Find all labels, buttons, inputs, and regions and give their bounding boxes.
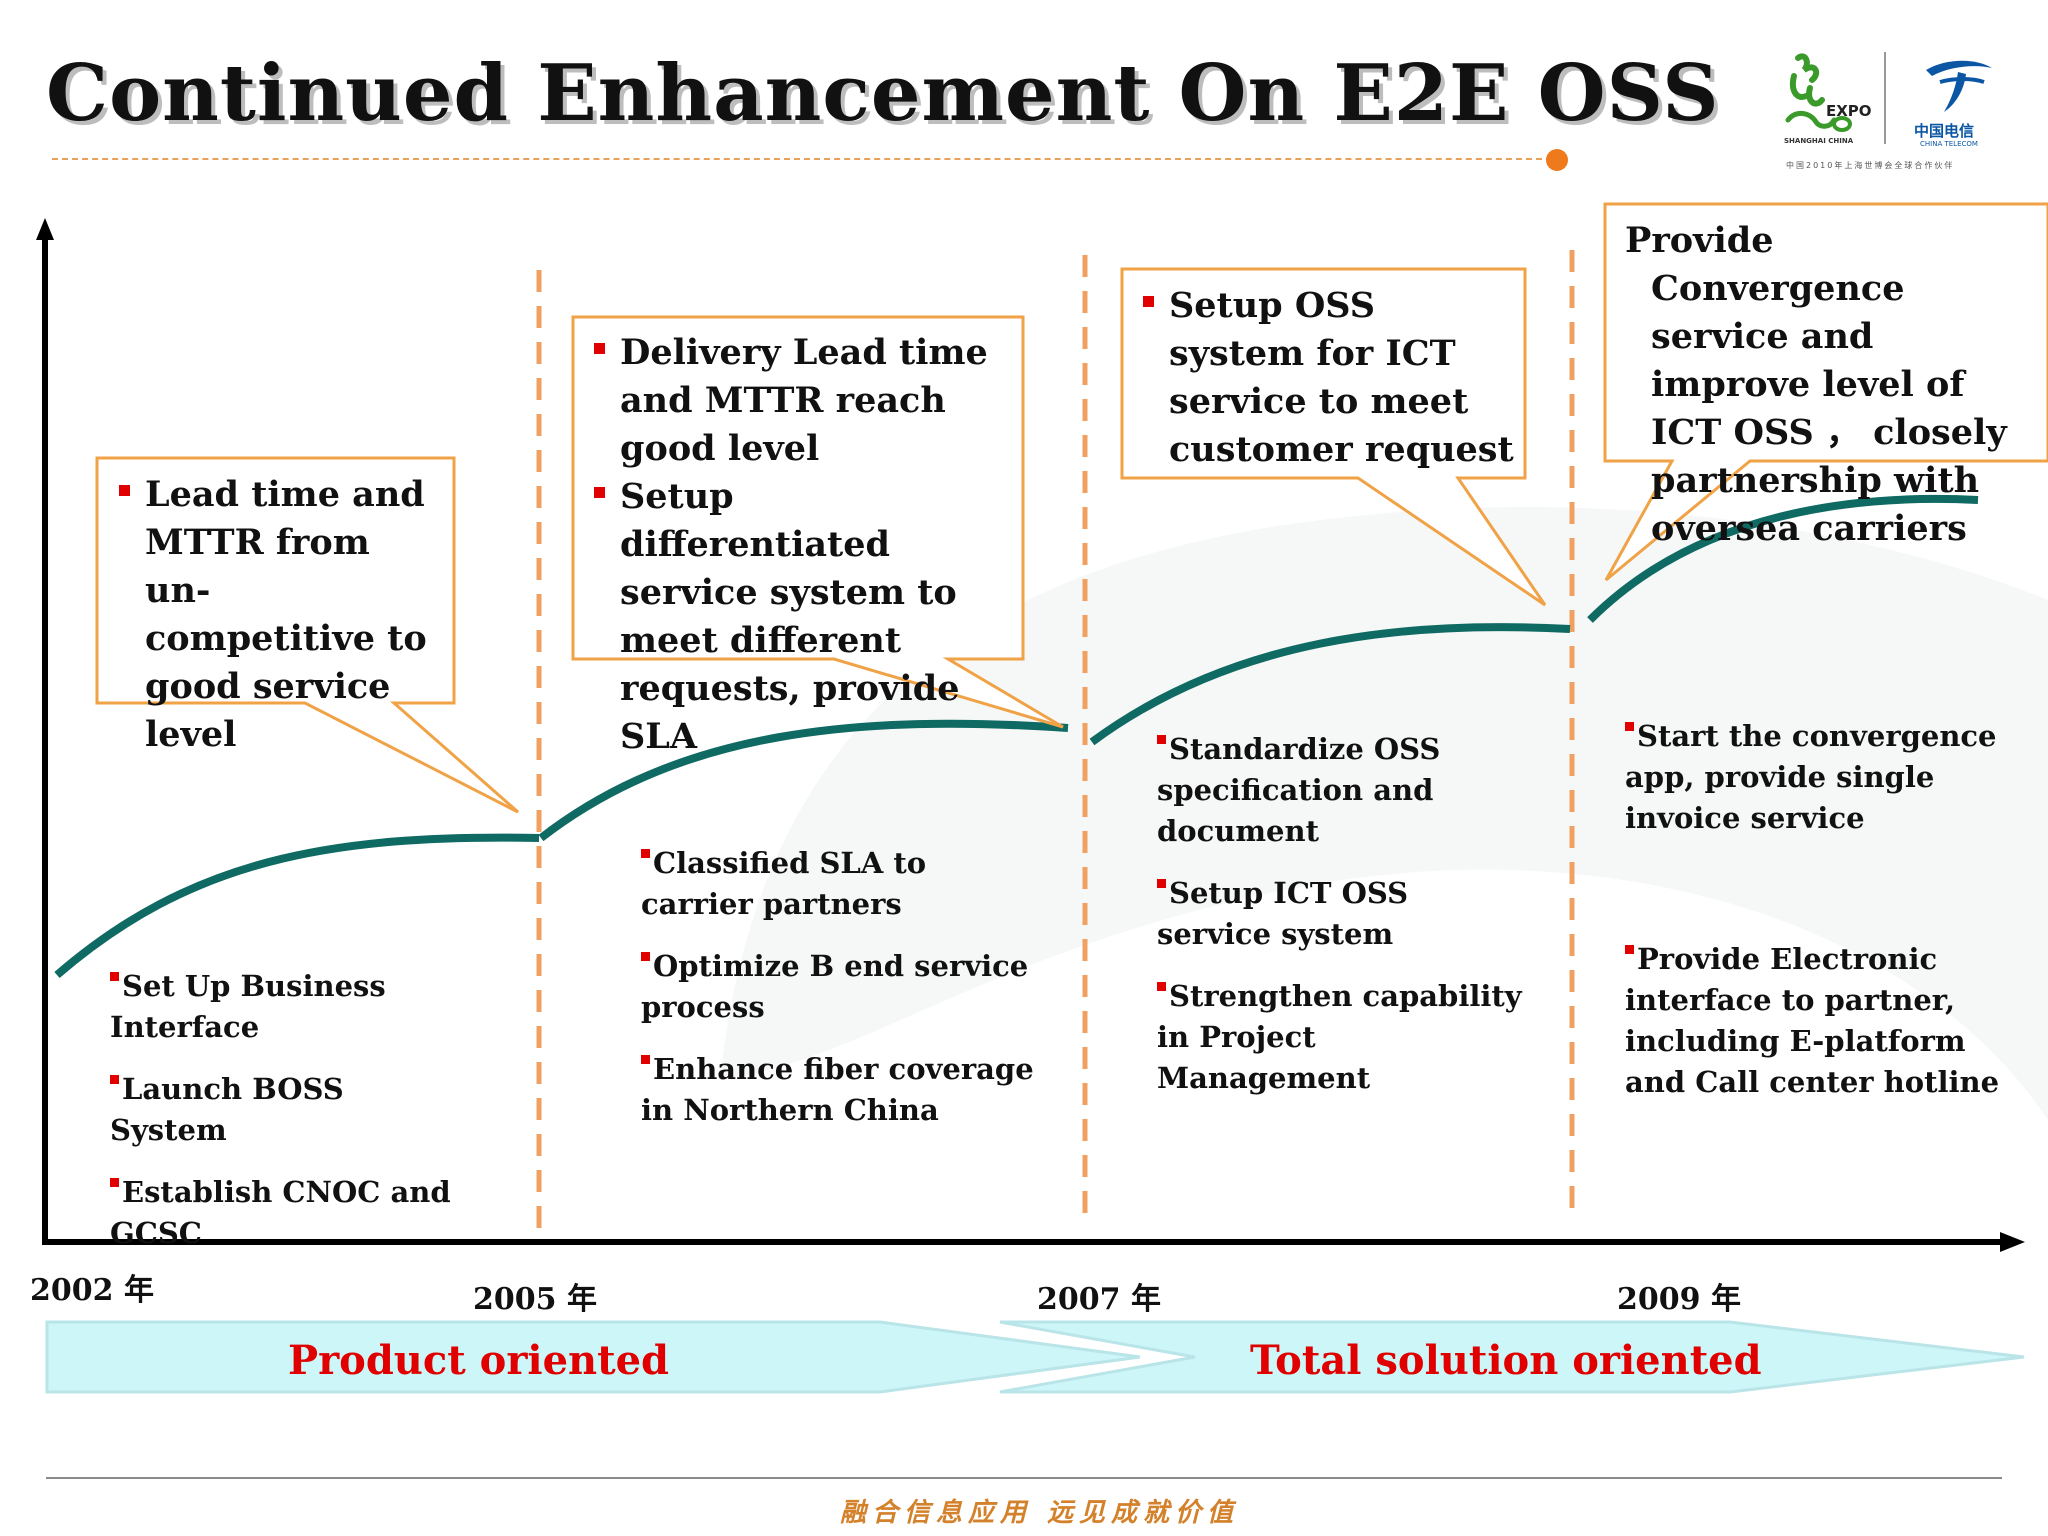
expo-word: EXPO	[1826, 102, 1872, 120]
callout-2-item-1: Delivery Lead time and MTTR reach good l…	[594, 329, 1014, 473]
footer-slogan: 融合信息应用 远见成就价值	[840, 1498, 1240, 1528]
year-label-2007: 2007 年	[1037, 1282, 1161, 1317]
callout-1: Lead time and MTTR from un-competitive t…	[119, 471, 439, 759]
y-axis-arrowhead	[36, 218, 54, 240]
callout-box-2	[571, 315, 1064, 729]
phase-2-bullet-2: Optimize B end service process	[641, 946, 1041, 1028]
solution-oriented-label: Total solution oriented	[1250, 1337, 1762, 1384]
title-divider-dot	[1546, 149, 1568, 171]
x-axis-arrowhead	[2000, 1232, 2025, 1252]
callout-3: Setup OSS system for ICT service to meet…	[1143, 282, 1515, 474]
page-title: Continued Enhancement On E2E OSS	[46, 48, 1720, 139]
phase-3-bullet-3: Strengthen capability in Project Managem…	[1157, 976, 1527, 1099]
callout-3-item: Setup OSS system for ICT service to meet…	[1143, 282, 1515, 474]
footer-divider	[46, 1477, 2002, 1479]
china-telecom-en: CHINA TELECOM	[1920, 140, 1978, 148]
phase-2-bullet-3: Enhance fiber coverage in Northern China	[641, 1049, 1041, 1131]
product-oriented-arrow	[45, 1320, 1141, 1394]
callout-4: Provide Convergence service and improve …	[1625, 217, 2025, 553]
callout-1-item: Lead time and MTTR from un-competitive t…	[119, 471, 439, 759]
callout-box-3	[1120, 267, 1547, 607]
china-telecom-cn: 中国电信	[1914, 122, 1975, 140]
expo-2010-logo: EXPO SHANGHAI CHINA	[1776, 48, 1886, 148]
phase-3-bullet-1: Standardize OSS specification and docume…	[1157, 729, 1527, 852]
growth-curve-phase-1	[54, 833, 540, 979]
phase-4-bullet-1: Start the convergence app, provide singl…	[1625, 716, 2015, 839]
phase-1-bullet-3: Establish CNOC and GCSC	[110, 1172, 470, 1254]
growth-curve-phase-2	[538, 719, 1069, 842]
phase-3-bullet-2: Setup ICT OSS service system	[1157, 873, 1527, 955]
product-oriented-label: Product oriented	[288, 1337, 670, 1384]
callout-4-text: Provide Convergence service and improve …	[1625, 220, 2019, 549]
china-telecom-logo: 中国电信 CHINA TELECOM	[1906, 52, 2006, 152]
callout-box-4	[1603, 202, 2048, 582]
callout-2-item-2: Setup differentiated service system to m…	[594, 473, 1014, 761]
background-swoosh	[720, 507, 2048, 1120]
expo-subtitle: SHANGHAI CHINA	[1784, 137, 1854, 145]
callout-2: Delivery Lead time and MTTR reach good l…	[594, 329, 1014, 761]
phase-1-bullets: Set Up Business Interface Launch BOSS Sy…	[110, 966, 470, 1275]
phase-1-bullet-2: Launch BOSS System	[110, 1069, 470, 1151]
callout-box-1	[95, 456, 519, 814]
logo-caption: 中国2010年上海世博会全球合作伙伴	[1786, 161, 1955, 170]
phase-1-bullet-1: Set Up Business Interface	[110, 966, 470, 1048]
phase-2-bullets: Classified SLA to carrier partners Optim…	[641, 843, 1041, 1152]
growth-curve-phase-4	[1587, 494, 1979, 623]
growth-curve-phase-3	[1089, 623, 1571, 746]
expo-emblem-icon	[1785, 53, 1852, 132]
phase-4-bullets: Start the convergence app, provide singl…	[1625, 716, 2015, 1124]
year-label-2009: 2009 年	[1617, 1282, 1741, 1317]
year-label-2002: 2002 年	[30, 1273, 154, 1308]
phase-2-bullet-1: Classified SLA to carrier partners	[641, 843, 1041, 925]
china-telecom-emblem-icon	[1926, 60, 1992, 112]
solution-oriented-arrow	[999, 1320, 2025, 1394]
title-divider	[52, 158, 1552, 160]
phase-3-bullets: Standardize OSS specification and docume…	[1157, 729, 1527, 1120]
phase-4-bullet-2: Provide Electronic interface to partner,…	[1625, 939, 2015, 1103]
year-label-2005: 2005 年	[473, 1282, 597, 1317]
logo-separator	[1884, 52, 1886, 144]
logo-group: EXPO SHANGHAI CHINA 中国电信 CHINA TELECOM 中…	[1776, 48, 2008, 178]
